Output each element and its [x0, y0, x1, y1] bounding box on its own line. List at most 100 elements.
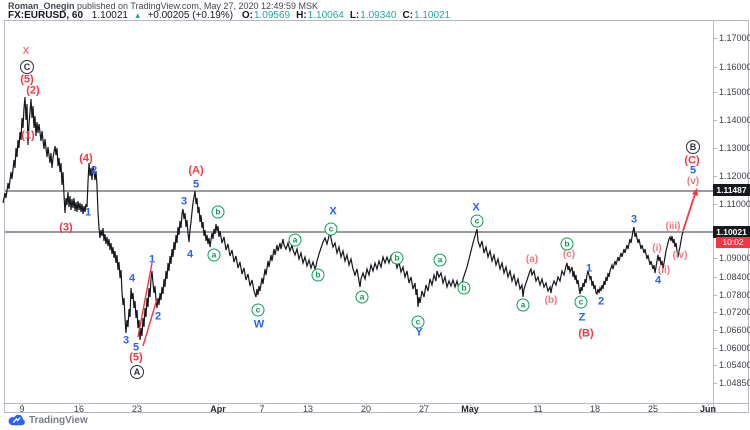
tradingview-logo[interactable]: TradingView: [8, 414, 88, 426]
tradingview-cloud-icon: [8, 414, 25, 426]
wave-label-circled-green: a: [433, 253, 447, 267]
wave-label-circled-green: a: [516, 298, 530, 312]
time-axis-tick: [653, 403, 654, 406]
time-axis-tick: [79, 403, 80, 406]
publish-info: published on TradingView.com, May 27, 20…: [74, 1, 319, 11]
time-axis-tick: [424, 403, 425, 406]
time-axis-label: 9: [19, 404, 25, 414]
time-axis-tick: [366, 403, 367, 406]
wave-label-blue: 1: [84, 206, 92, 219]
ohlc-value: 1.09340: [360, 10, 397, 21]
wave-label-blue: Y: [415, 326, 423, 339]
price-axis-tick: [713, 365, 717, 366]
time-axis-tick: [218, 403, 219, 406]
price-level-badge: 1.10021: [713, 226, 750, 238]
price-axis-tick: [713, 330, 717, 331]
time-axis-tick: [708, 403, 709, 406]
time-axis-tick: [137, 403, 138, 406]
wave-label-circled-green: b: [311, 268, 325, 282]
wave-label-pink: (v): [686, 176, 700, 187]
time-axis-separator: [4, 403, 749, 404]
wave-label-circled-green: a: [355, 290, 369, 304]
price-axis-label: 1.17000: [719, 33, 750, 43]
wave-label-circled-green: b: [211, 205, 225, 219]
last-price: 1.10021: [91, 10, 128, 21]
wave-label-blue: 1: [148, 253, 156, 266]
wave-label-blue: 5: [192, 178, 200, 191]
time-axis-label: 7: [259, 404, 265, 414]
wave-label-blue: 3: [180, 195, 188, 208]
price-axis-label: 1.04850: [719, 378, 750, 388]
time-axis-label: May: [461, 404, 479, 414]
time-axis-label: Jun: [699, 404, 717, 414]
symbol-ohlc-line: FX:EURUSD, 60 1.10021 ▲ +0.00205 (+0.19%…: [8, 10, 450, 21]
price-axis-tick: [713, 348, 717, 349]
ohlc-label: C:: [402, 10, 413, 21]
wave-label-pink: (b): [544, 295, 558, 306]
price-axis-tick: [713, 38, 717, 39]
time-axis-label: 20: [360, 404, 372, 414]
wave-label-circled-green: b: [457, 281, 471, 295]
price-axis-label: 1.15000: [719, 87, 750, 97]
wave-label-blue: 4: [128, 272, 136, 285]
wave-label-red: (A): [188, 164, 204, 177]
wave-label-pink: (iii): [665, 221, 681, 232]
wave-label-blue: W: [253, 318, 265, 331]
symbol-interval[interactable]: FX:EURUSD, 60: [8, 10, 84, 21]
price-axis-tick: [713, 92, 717, 93]
wave-label-blue: 4: [654, 274, 662, 287]
price-level-badge: 1.11487: [713, 184, 750, 196]
time-axis-label: 13: [302, 404, 314, 414]
wave-label-blue: 2: [597, 295, 605, 308]
wave-label-pink: (a): [525, 254, 539, 265]
attribution-line: Roman_Onegin published on TradingView.co…: [8, 1, 318, 11]
wave-label-blue: 5: [132, 341, 140, 354]
wave-label-red: (2): [26, 84, 40, 97]
ohlc-label: H:: [296, 10, 307, 21]
price-axis-tick: [713, 312, 717, 313]
price-axis-tick: [713, 277, 717, 278]
countdown-badge: 10:02: [716, 237, 750, 248]
wave-label-pink: (i): [652, 243, 662, 254]
price-axis-label: 1.08400: [719, 272, 750, 282]
price-axis-separator: [713, 20, 714, 413]
wave-label-circled-green: c: [324, 222, 338, 236]
up-triangle-icon: ▲: [133, 11, 142, 20]
wave-label-circled-green: c: [470, 214, 484, 228]
ohlc-value: 1.10021: [414, 10, 451, 21]
wave-label-circled-green: b: [560, 237, 574, 251]
price-axis-label: 1.16000: [719, 62, 750, 72]
time-axis-label: Apr: [210, 404, 226, 414]
wave-label-pink: X: [22, 46, 30, 57]
wave-label-red: (C): [684, 154, 700, 167]
wave-label-blue: 2: [154, 310, 162, 323]
wave-label-red: (B): [578, 327, 594, 340]
wave-label-circled-green: b: [390, 251, 404, 265]
ohlc-values: O:1.09569 H:1.10064 L:1.09340 C:1.10021: [236, 10, 450, 21]
wave-label-pink: (c): [562, 249, 576, 260]
price-axis-tick: [713, 120, 717, 121]
price-axis-label: 1.07800: [719, 290, 750, 300]
wave-label-blue: 3: [122, 334, 130, 347]
wave-label-circled: B: [686, 140, 700, 154]
price-axis-tick: [713, 176, 717, 177]
wave-label-pink: (iv): [672, 250, 688, 261]
wave-label-circled-green: c: [251, 303, 265, 317]
time-axis-tick: [470, 403, 471, 406]
ohlc-label: L:: [349, 10, 360, 21]
price-axis-label: 1.07200: [719, 307, 750, 317]
wave-label-red: (1): [21, 129, 35, 142]
time-axis-tick: [22, 403, 23, 406]
wave-label-circled-green: c: [411, 315, 425, 329]
time-axis-tick: [595, 403, 596, 406]
time-axis-label: 25: [647, 404, 659, 414]
author-name: Roman_Onegin: [8, 1, 75, 11]
price-axis-label: 1.11000: [719, 199, 750, 209]
price-axis-tick: [713, 204, 717, 205]
price-axis-label: 1.06000: [719, 343, 750, 353]
ohlc-value: 1.10064: [307, 10, 344, 21]
time-axis-label: 23: [131, 404, 143, 414]
price-axis-label: 1.05400: [719, 360, 750, 370]
price-axis-label: 1.09000: [719, 253, 750, 263]
